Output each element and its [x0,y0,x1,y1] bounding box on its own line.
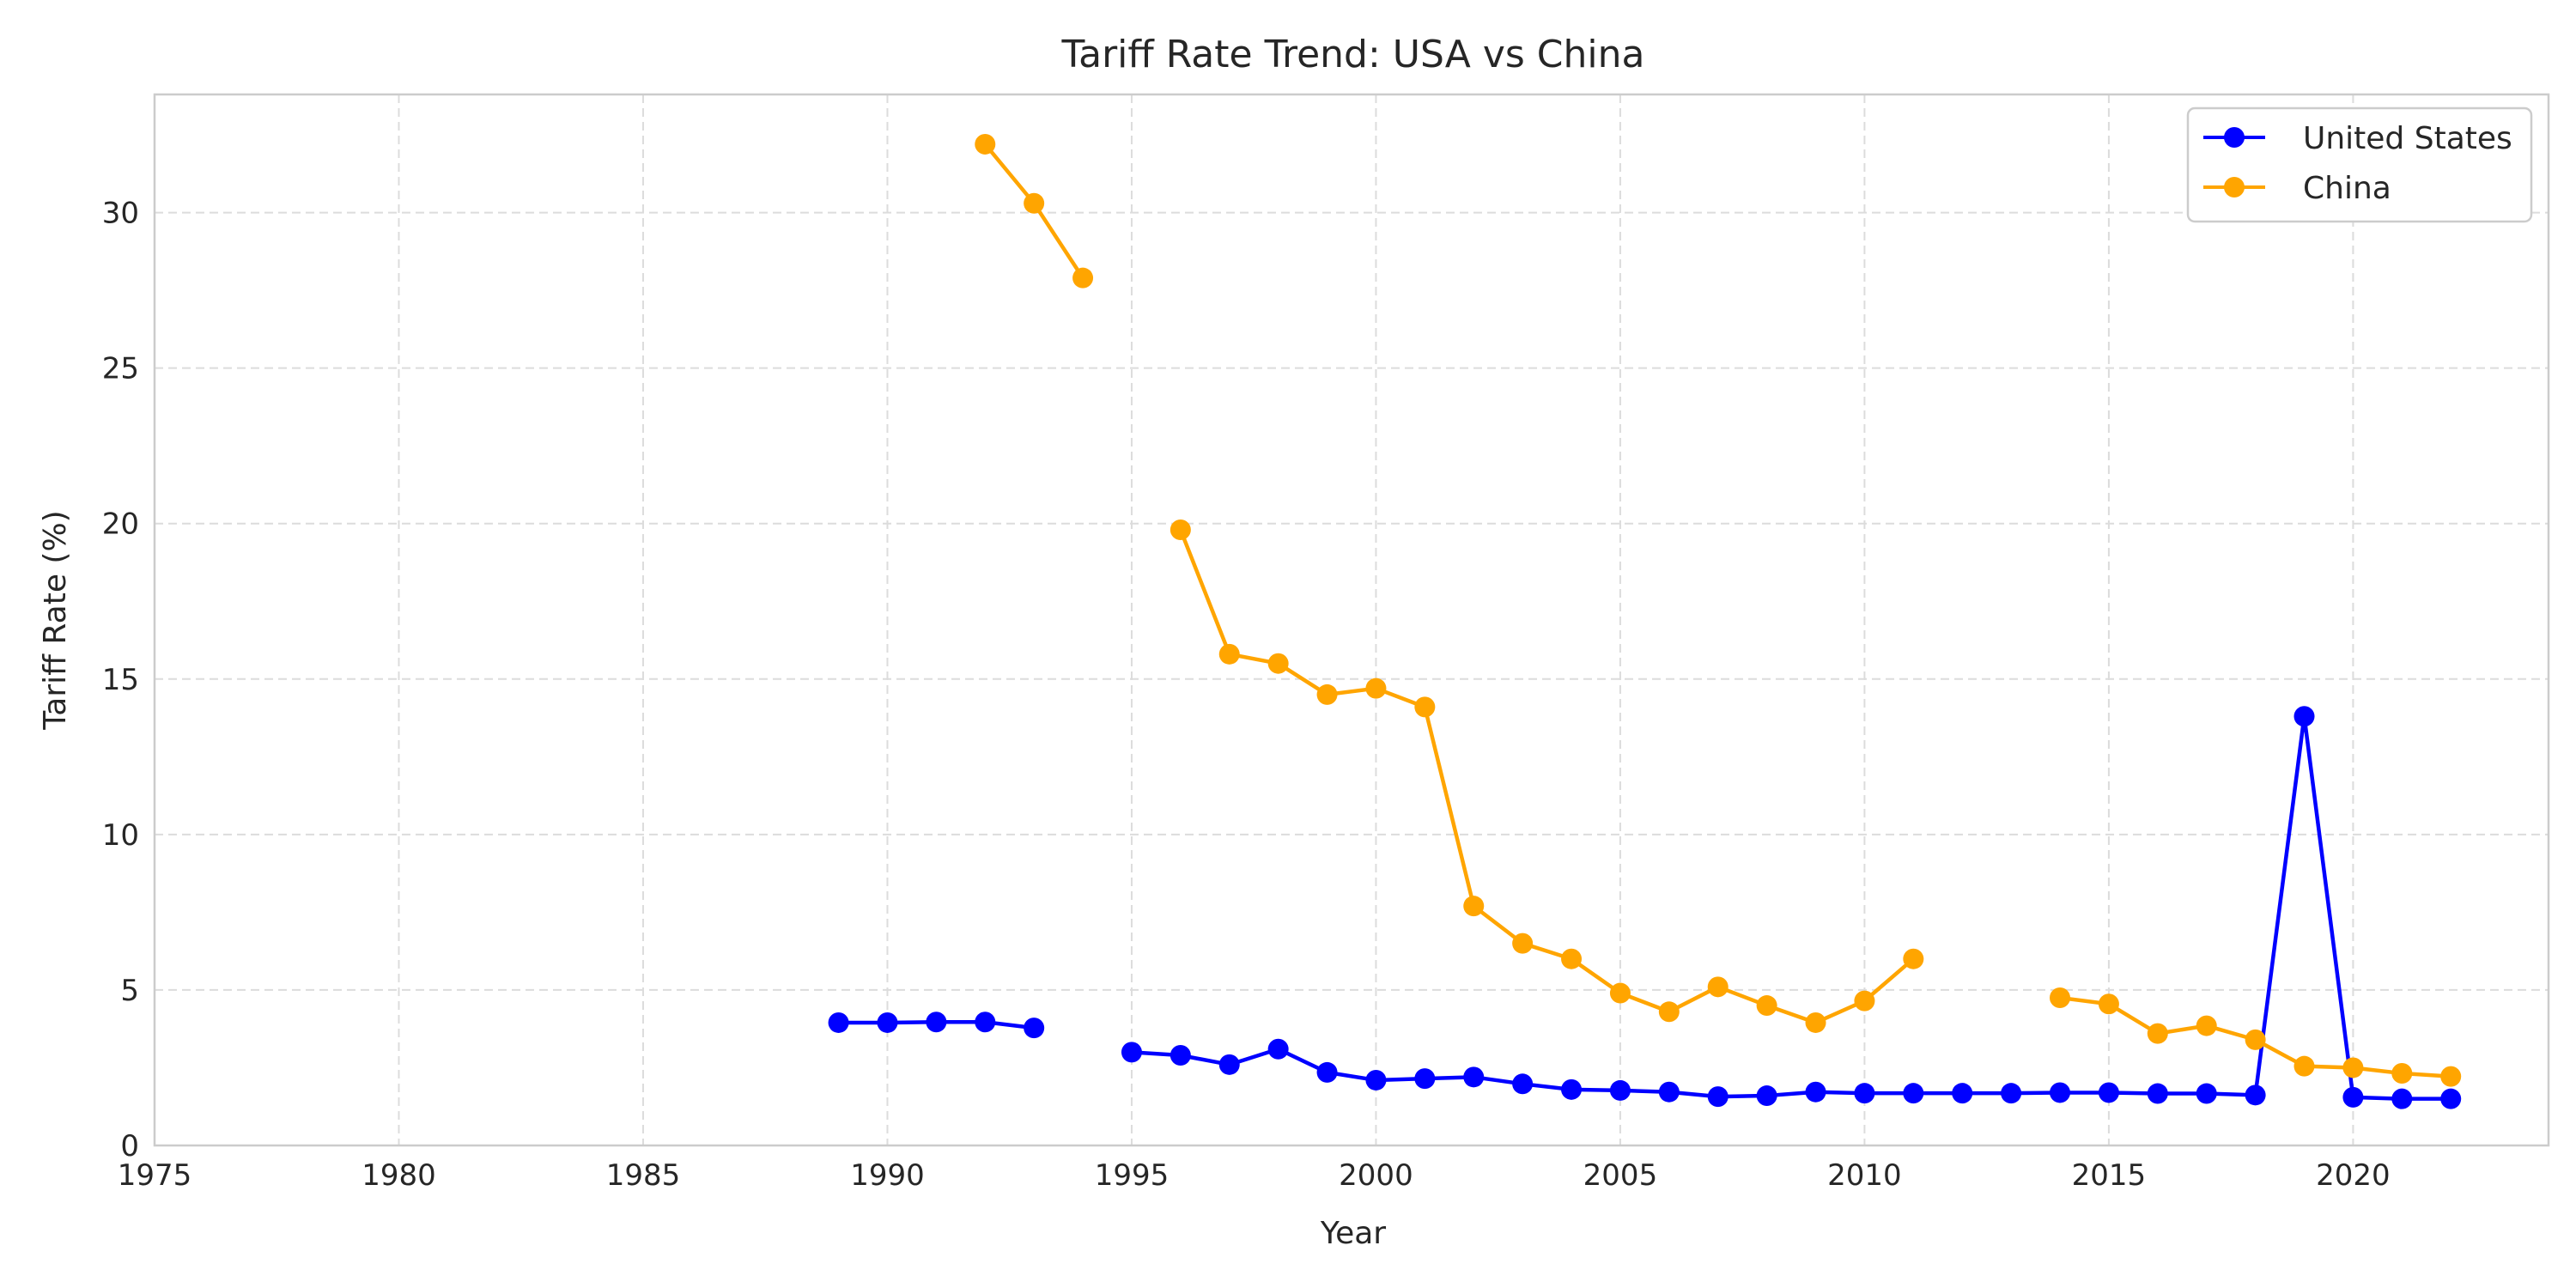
legend-label-china: China [2303,171,2391,206]
data-point-united-states [877,1012,898,1033]
data-point-china [1072,267,1094,289]
data-point-united-states [2147,1083,2168,1104]
y-tick-label: 15 [102,663,139,697]
data-point-china [2293,1055,2315,1077]
y-tick-label: 10 [102,818,139,853]
data-point-china [2391,1062,2413,1084]
y-axis-label: Tariff Rate (%) [38,510,73,730]
data-point-china [1267,653,1289,674]
x-tick-label: 1980 [361,1158,436,1193]
series-united-states [828,706,2462,1109]
data-point-united-states [1218,1054,1240,1075]
data-point-united-states [1414,1068,1436,1090]
legend: United States China [2186,106,2533,223]
data-point-china [1463,896,1485,917]
data-point-china [2440,1066,2462,1087]
plot-frame [153,93,2550,1147]
data-point-united-states [1024,1018,1045,1039]
data-point-united-states [2293,706,2315,727]
data-point-china [1365,677,1387,699]
data-point-united-states [1365,1069,1387,1091]
legend-box [2186,106,2533,223]
data-point-united-states [975,1012,996,1033]
data-point-united-states [1952,1083,1973,1104]
y-tick-label: 25 [102,352,139,386]
y-tick-label: 0 [120,1129,139,1163]
data-point-united-states [1316,1061,1338,1083]
data-point-united-states [1854,1083,1875,1104]
data-point-united-states [2391,1088,2413,1109]
data-point-china [1414,696,1436,718]
data-point-china [1903,948,1924,969]
chart-title: Tariff Rate Trend: USA vs China [1061,33,1645,76]
data-point-china [1756,995,1777,1017]
data-point-china [1561,948,1583,969]
data-point-china [1854,990,1875,1012]
data-point-united-states [1512,1073,1534,1095]
data-point-china [1707,976,1728,998]
data-point-china [1170,519,1191,540]
data-point-united-states [2001,1083,2022,1104]
data-point-china [2050,987,2071,1008]
data-point-united-states [2098,1082,2119,1103]
y-tick-labels: 0 5 10 15 20 25 30 [102,197,139,1163]
x-tick-label: 2000 [1339,1158,1413,1193]
data-point-united-states [1463,1066,1485,1088]
x-tick-label: 2010 [1827,1158,1902,1193]
data-point-united-states [1170,1044,1191,1066]
data-point-united-states [2245,1084,2266,1106]
y-tick-label: 20 [102,507,139,542]
x-tick-label: 1995 [1095,1158,1170,1193]
legend-marker-united-states [2224,127,2245,148]
x-tick-labels: 1975 1980 1985 1990 1995 2000 2005 2010 2015 2020 [118,1158,2391,1193]
data-point-united-states [1561,1078,1583,1100]
data-point-china [1609,982,1631,1004]
data-point-united-states [1805,1081,1826,1103]
data-point-united-states [1756,1085,1777,1107]
y-tick-label: 5 [120,974,139,1008]
data-point-china [1512,933,1534,954]
x-tick-label: 1975 [118,1158,192,1193]
data-point-united-states [828,1012,849,1033]
data-point-united-states [1658,1081,1680,1103]
series-layer [828,133,2462,1109]
data-point-china [2342,1057,2364,1078]
data-point-united-states [2342,1086,2364,1108]
data-point-china [1316,683,1338,705]
x-tick-label: 2020 [2316,1158,2391,1193]
series-china [975,133,2462,1087]
x-tick-label: 1985 [606,1158,681,1193]
data-point-china [2196,1015,2217,1036]
legend-label-united-states: United States [2303,121,2512,156]
data-point-united-states [2440,1088,2462,1109]
data-point-china [1218,643,1240,665]
data-point-united-states [926,1012,947,1033]
legend-marker-china [2224,177,2245,197]
x-tick-label: 2015 [2072,1158,2147,1193]
data-point-china [1658,1001,1680,1023]
x-tick-label: 1990 [850,1158,925,1193]
data-point-united-states [1903,1083,1924,1104]
data-point-united-states [1707,1086,1728,1108]
data-point-china [1805,1012,1826,1033]
data-point-united-states [1121,1042,1142,1063]
data-point-united-states [1267,1038,1289,1060]
data-point-china [2147,1023,2168,1044]
data-point-united-states [2196,1083,2217,1104]
grid [154,94,2549,1146]
data-point-china [2245,1029,2266,1050]
x-tick-label: 2005 [1583,1158,1658,1193]
data-point-united-states [2050,1082,2071,1103]
data-point-china [975,133,996,155]
data-point-china [2098,993,2119,1015]
x-axis-label: Year [1320,1216,1386,1251]
y-tick-label: 30 [102,197,139,231]
data-point-china [1024,192,1045,214]
data-point-united-states [1609,1079,1631,1101]
